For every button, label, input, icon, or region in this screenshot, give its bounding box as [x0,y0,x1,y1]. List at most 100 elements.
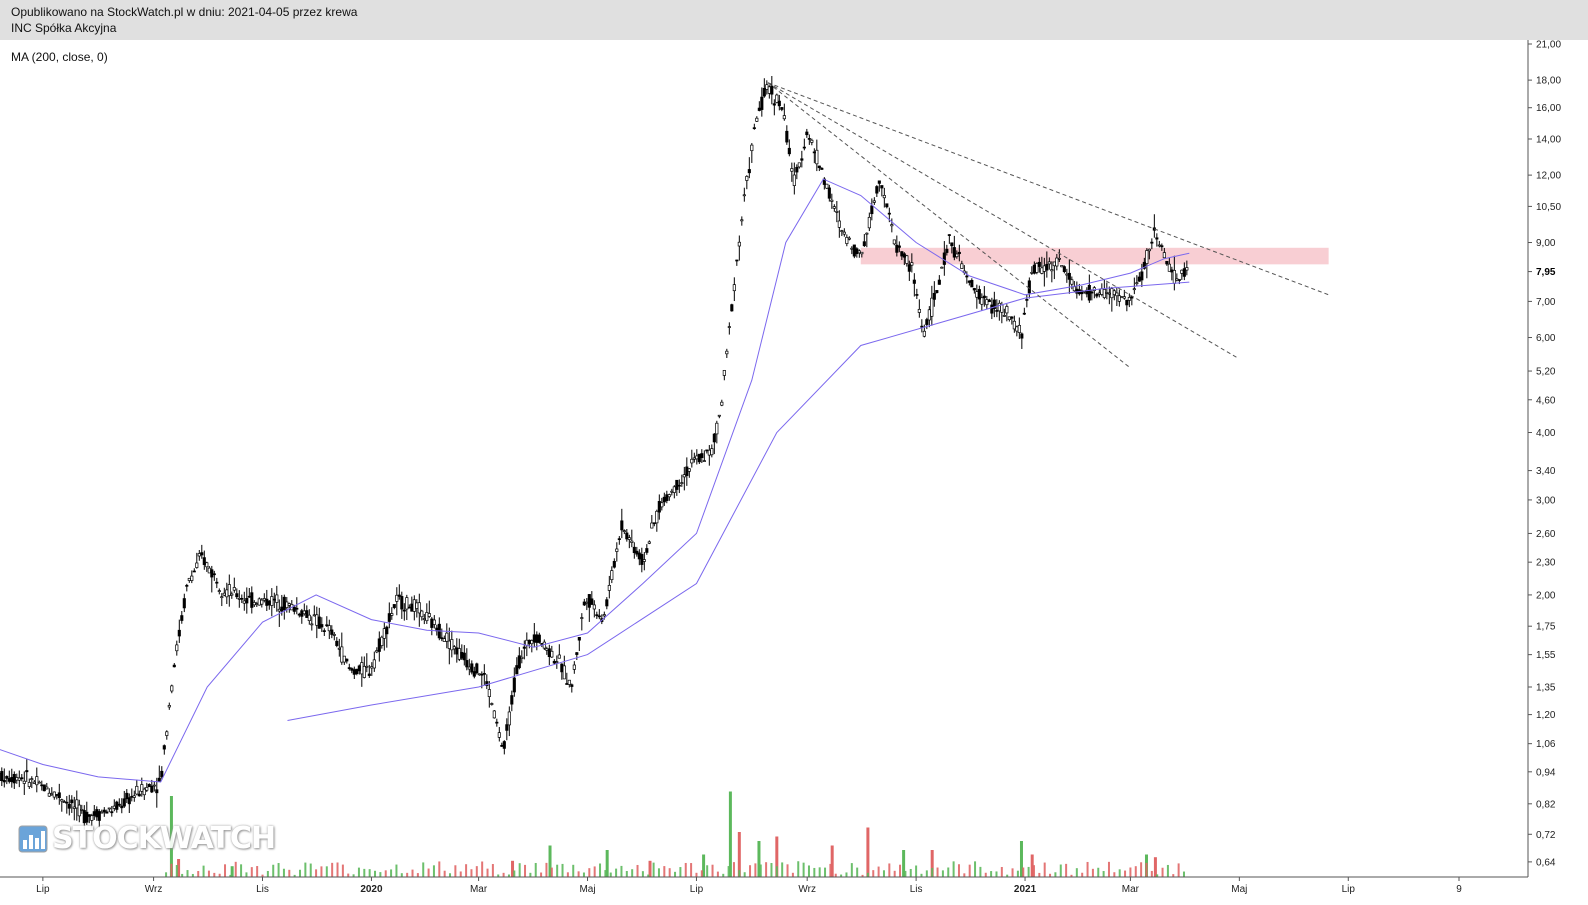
candle-body [877,180,881,184]
candle-body [37,781,41,784]
y-tick-label: 1,55 [1536,650,1556,661]
volume-bar [631,869,634,877]
candle-body [677,484,681,487]
x-tick-label: Lip [36,884,50,895]
volume-bar [1054,872,1057,877]
volume-bar [968,864,971,877]
candle-body [267,600,271,606]
candle-body [985,299,989,306]
candle-body [1175,278,1179,281]
candle-body [580,617,584,619]
candle-body [332,634,336,636]
candle-body [687,468,691,472]
candle-body [850,247,854,250]
candle-body [357,665,361,672]
candle-body [472,671,476,677]
candle-body [695,455,699,460]
candle-body [50,793,54,796]
candle-body [205,562,209,568]
volume-bar [422,862,425,877]
candle-body [750,144,754,152]
y-tick-label: 6,00 [1536,333,1556,344]
candle-body [582,601,586,606]
volume-bar [899,864,902,877]
candle-body [657,501,661,513]
volume-bar [620,865,623,877]
volume-bar [802,862,805,877]
volume-bar [716,871,719,877]
volume-bar [615,868,618,877]
candle-body [405,597,409,610]
candle-body [132,795,136,798]
candle-body [482,673,486,675]
volume-bar [1145,862,1148,877]
candle-body [935,290,939,294]
volume-bar [390,869,393,877]
volume-bar [1129,867,1132,877]
volume-bar [759,864,762,877]
volume-bar [459,871,462,877]
candle-body [387,613,391,622]
candle-body [127,797,131,805]
candle-body [522,646,526,649]
candle-body [222,592,226,596]
candle-body [247,595,251,598]
candle-body [1012,320,1016,330]
volume-bar [572,864,575,877]
volume-bar [830,845,834,877]
volume-bar [582,872,585,877]
candle-body [655,510,659,524]
candle-body [1137,276,1141,282]
volume-bar [416,873,419,877]
candle-body [597,615,601,618]
volume-bar [566,872,569,877]
candle-body [592,604,596,610]
candle-body [92,811,96,816]
y-tick-label: 16,00 [1536,103,1561,114]
candle-body [25,770,29,773]
candle-body [585,601,589,604]
candle-body [665,494,669,501]
candle-body [347,667,351,669]
candle-body [110,811,114,814]
candle-body [65,801,69,804]
x-tick-label: Lip [1342,884,1356,895]
candle-body [442,638,446,642]
candle-body [375,650,379,653]
candle-body [972,288,976,291]
candle-body [142,788,146,796]
y-tick-label: 3,00 [1536,495,1556,506]
candle-body [957,251,961,255]
candle-body [87,814,91,817]
candle-body [157,777,161,782]
volume-bar [534,862,537,877]
candle-body [315,614,319,626]
candle-body [552,660,556,664]
candle-body [782,115,786,120]
candle-body [715,422,719,435]
volume-bar [947,867,950,877]
candle-body [635,550,639,555]
volume-bar [513,870,516,877]
moving-average-line [0,178,1190,783]
volume-bar [454,865,457,877]
volume-bar [674,871,677,877]
candle-body [490,703,494,705]
candle-body [690,458,694,464]
volume-bar [770,863,773,877]
candle-body [517,655,521,669]
volume-bar [668,868,671,877]
candle-body [415,602,419,609]
candle-body [945,248,949,253]
volume-bar [1166,864,1169,877]
company-name: INC Spółka Akcyjna [11,21,117,35]
candle-body [212,573,216,576]
candle-body [162,745,166,750]
candle-body [645,548,649,553]
candle-body [322,630,326,632]
candle-body [802,146,806,149]
candle-body [820,167,824,170]
candle-body [145,787,149,791]
candle-body [667,494,671,498]
candle-body [1160,245,1164,248]
